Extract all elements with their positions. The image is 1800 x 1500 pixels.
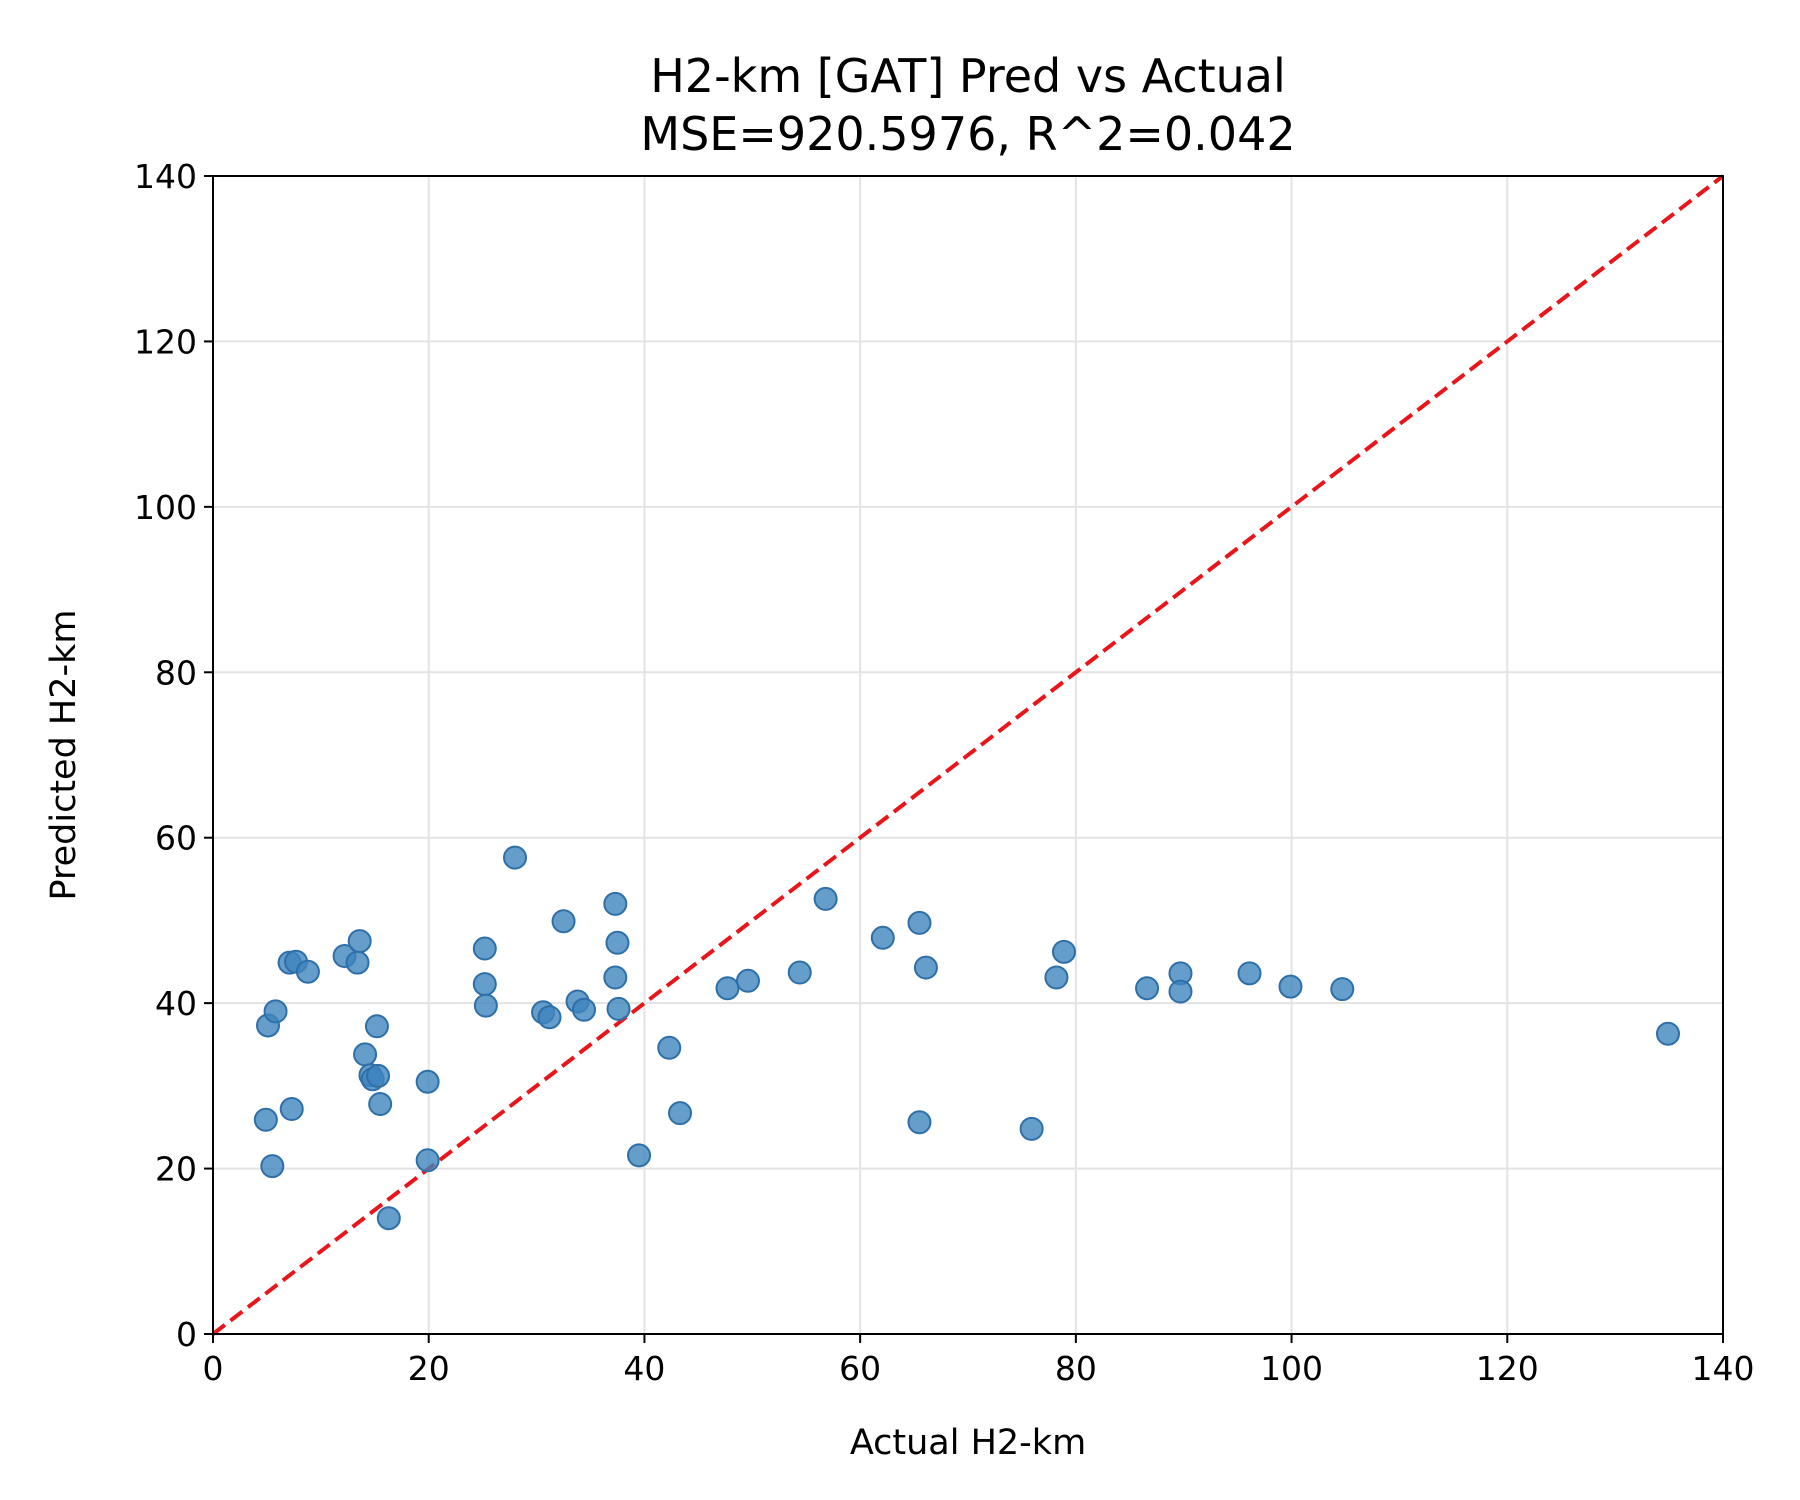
scatter-point <box>295 959 320 984</box>
y-tick-label: 0 <box>176 1315 197 1354</box>
scatter-point <box>605 930 630 955</box>
x-tick-label: 80 <box>1055 1349 1097 1388</box>
x-tick-label: 60 <box>839 1349 881 1388</box>
x-tick-label: 40 <box>623 1349 665 1388</box>
scatter-point <box>1278 974 1303 999</box>
scatter-point <box>913 955 938 980</box>
y-tick-label: 60 <box>155 819 197 858</box>
reference-line <box>211 174 1725 1336</box>
grid-layer <box>212 175 1724 1335</box>
chart-title: H2-km [GAT] Pred vs Actual <box>650 49 1286 103</box>
scatter-point <box>603 891 628 916</box>
x-tick-label: 100 <box>1260 1349 1323 1388</box>
scatter-point <box>345 950 370 975</box>
y-axis-label: Predicted H2-km <box>44 609 84 900</box>
scatter-point <box>715 976 740 1001</box>
y-tick-label: 140 <box>134 157 197 196</box>
y-tick-label: 20 <box>155 1150 197 1189</box>
scatter-point <box>907 910 932 935</box>
scatter-point <box>415 1148 440 1173</box>
scatter-point <box>813 886 838 911</box>
scatter-point <box>627 1143 652 1168</box>
scatter-point <box>260 1154 285 1179</box>
scatter-point <box>1237 961 1262 986</box>
scatter-point <box>472 936 497 961</box>
scatter-point <box>472 972 497 997</box>
y-tick-label: 120 <box>134 322 197 361</box>
scatter-point <box>353 1042 378 1067</box>
scatter-point <box>473 993 498 1018</box>
scatter-point <box>503 845 527 870</box>
scatter-point <box>735 968 760 993</box>
scatter-point <box>668 1101 693 1126</box>
plot-frame <box>212 175 1724 1335</box>
y-tick-label: 100 <box>134 488 197 527</box>
scatter-point <box>572 997 597 1022</box>
scatter-point <box>1019 1116 1044 1141</box>
scatter-point <box>787 960 812 985</box>
scatter-point <box>347 929 372 954</box>
scatter-point <box>364 1014 389 1039</box>
scatter-point <box>907 1110 932 1135</box>
x-tick-label: 120 <box>1476 1349 1539 1388</box>
scatter-point <box>551 909 576 934</box>
scatter-point <box>376 1206 401 1231</box>
scatter-point <box>1044 965 1069 990</box>
points-layer <box>253 845 1680 1231</box>
x-tick-label: 0 <box>203 1349 224 1388</box>
scatter-point <box>253 1107 278 1132</box>
reference-line-layer <box>211 174 1725 1336</box>
scatter-point <box>415 1069 440 1094</box>
ticks-layer: 0 20 40 60 80 100 120 140 0 20 40 60 80 100 120 140 <box>134 157 1755 1388</box>
scatter-point <box>263 999 288 1024</box>
scatter-point <box>1330 977 1355 1002</box>
scatter-point <box>1655 1021 1680 1046</box>
scatter-point <box>870 925 895 950</box>
scatter-point <box>366 1063 391 1088</box>
scatter-point <box>368 1092 393 1117</box>
x-tick-label: 140 <box>1692 1349 1755 1388</box>
scatter-point <box>1135 976 1160 1001</box>
chart-subtitle: MSE=920.5976, R^2=0.042 <box>640 107 1295 161</box>
scatter-point <box>1051 939 1076 964</box>
y-tick-label: 40 <box>155 984 197 1023</box>
scatter-point <box>603 965 628 990</box>
scatter-point <box>279 1097 304 1122</box>
scatter-point <box>1168 979 1193 1004</box>
scatter-point <box>657 1035 682 1060</box>
y-tick-label: 80 <box>155 653 197 692</box>
scatter-point <box>606 996 631 1021</box>
scatter-point <box>537 1005 562 1030</box>
x-tick-label: 20 <box>408 1349 450 1388</box>
x-axis-label: Actual H2-km <box>850 1423 1086 1463</box>
